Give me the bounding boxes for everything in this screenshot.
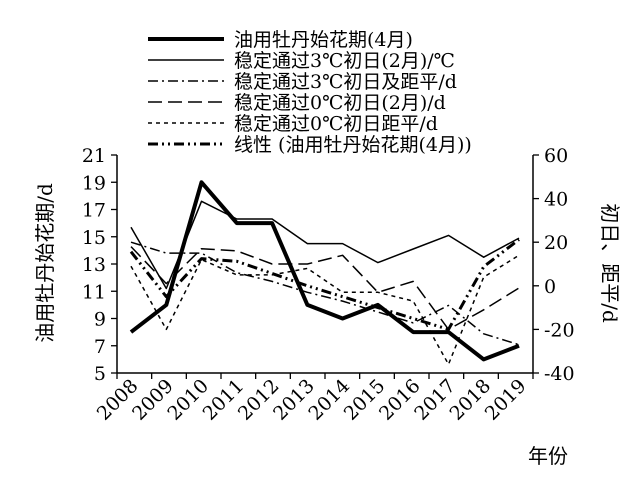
- legend-label-1: 油用牡丹始花期(4月): [234, 29, 413, 51]
- y-left-tick-label: 17: [82, 200, 106, 222]
- legend-label-2: 稳定通过3℃初日(2月)/℃: [234, 50, 455, 72]
- series-line-5: [130, 254, 520, 366]
- y-left-tick-label: 5: [94, 363, 106, 385]
- legend-label-5: 稳定通过0℃初日距平/d: [234, 113, 438, 135]
- y-right-tick-label: 0: [544, 276, 556, 298]
- y-right-tick-label: -40: [544, 363, 575, 385]
- y-left-tick-label: 13: [82, 254, 106, 276]
- y-left-tick-label: 19: [82, 172, 106, 194]
- series-line-6: [129, 238, 520, 331]
- y-right-tick-label: 60: [544, 145, 568, 167]
- legend-label-6: 线性 (油用牡丹始花期(4月)): [234, 134, 472, 156]
- series-line-3: [130, 241, 520, 346]
- y-right-tick-label: -20: [544, 319, 575, 341]
- series-line-1: [129, 180, 520, 362]
- x-axis-label: 年份: [528, 444, 568, 468]
- y-left-tick-label: 21: [82, 145, 106, 167]
- legend-label-3: 稳定通过3℃初日及距平/d: [234, 71, 457, 93]
- legend-label-4: 稳定通过0℃初日(2月)/d: [234, 92, 446, 114]
- axis-ticks: [111, 154, 539, 379]
- x-tick-label: 2019: [481, 375, 531, 425]
- y-axis-right-label: 初日、距平/d: [598, 203, 622, 323]
- y-axis-left-label: 油用牡丹始花期/d: [33, 183, 57, 343]
- series-lines: [129, 180, 520, 366]
- series-line-2: [130, 200, 520, 290]
- y-right-tick-label: 20: [544, 232, 568, 254]
- y-left-tick-label: 7: [94, 336, 106, 358]
- y-left-tick-label: 11: [82, 281, 106, 303]
- y-left-tick-label: 15: [82, 227, 106, 249]
- series-line-4: [130, 246, 520, 331]
- y-right-tick-label: 40: [544, 189, 568, 211]
- y-left-tick-label: 9: [94, 309, 106, 331]
- legend: 油用牡丹始花期(4月)稳定通过3℃初日(2月)/℃稳定通过3℃初日及距平/d稳定…: [148, 29, 472, 156]
